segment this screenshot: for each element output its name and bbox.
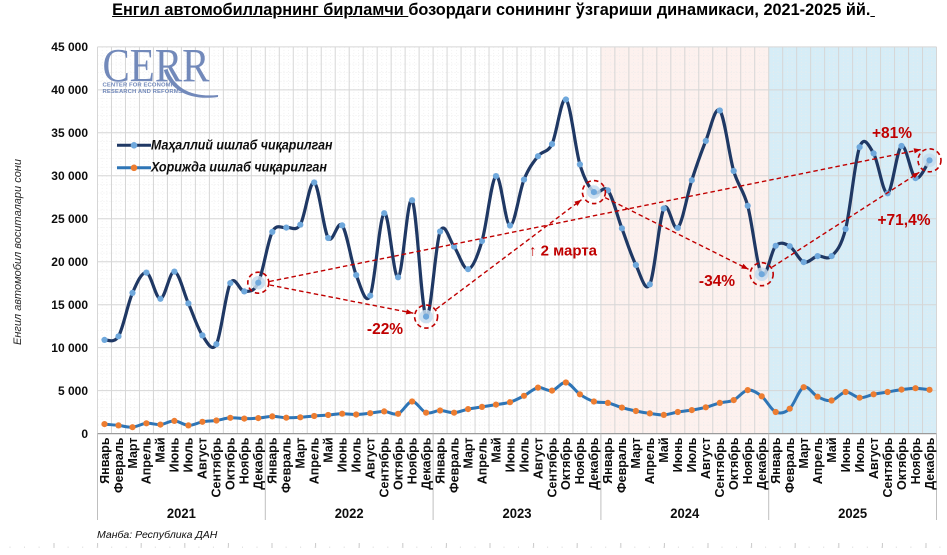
svg-text:Апрель: Апрель bbox=[475, 437, 489, 484]
svg-text:Октябрь: Октябрь bbox=[895, 437, 909, 490]
svg-text:Апрель: Апрель bbox=[643, 437, 657, 484]
svg-text:2025: 2025 bbox=[838, 505, 867, 521]
svg-text:Октябрь: Октябрь bbox=[559, 437, 573, 490]
svg-text:Март: Март bbox=[294, 438, 308, 469]
svg-text:2024: 2024 bbox=[670, 505, 699, 521]
svg-text:Июль: Июль bbox=[853, 437, 867, 472]
svg-text:Июнь: Июнь bbox=[503, 437, 517, 472]
svg-text:Июль: Июль bbox=[350, 437, 364, 472]
svg-text:Ноябрь: Ноябрь bbox=[573, 437, 587, 484]
svg-text:2022: 2022 bbox=[335, 505, 364, 521]
svg-text:5 000: 5 000 bbox=[58, 384, 88, 398]
svg-text:30 000: 30 000 bbox=[51, 169, 88, 183]
svg-text:-34%: -34% bbox=[699, 273, 735, 290]
svg-text:Сентябрь: Сентябрь bbox=[378, 437, 392, 497]
svg-text:Июнь: Июнь bbox=[336, 437, 350, 472]
svg-text:Январь: Январь bbox=[601, 437, 615, 484]
svg-text:Март: Март bbox=[797, 438, 811, 469]
svg-text:Август: Август bbox=[531, 438, 545, 480]
svg-text:CENTER FOR ECONOMIC: CENTER FOR ECONOMIC bbox=[103, 83, 178, 89]
svg-text:10 000: 10 000 bbox=[51, 341, 88, 355]
svg-text:Май: Май bbox=[825, 438, 839, 463]
svg-text:Сентябрь: Сентябрь bbox=[545, 437, 559, 497]
svg-text:Февраль: Февраль bbox=[112, 437, 126, 493]
svg-text:Июнь: Июнь bbox=[671, 437, 685, 472]
svg-text:Август: Август bbox=[867, 438, 881, 480]
svg-text:Апрель: Апрель bbox=[140, 437, 154, 484]
svg-text:Июль: Июль bbox=[685, 437, 699, 472]
svg-text:-22%: -22% bbox=[367, 321, 403, 338]
svg-text:25 000: 25 000 bbox=[51, 212, 88, 226]
svg-text:40 000: 40 000 bbox=[51, 83, 88, 97]
svg-text:Март: Март bbox=[629, 438, 643, 469]
svg-text:Маҳаллий ишлаб чиқарилган: Маҳаллий ишлаб чиқарилган bbox=[151, 137, 333, 152]
svg-text:35 000: 35 000 bbox=[51, 126, 88, 140]
svg-text:45 000: 45 000 bbox=[51, 40, 88, 54]
svg-text:+81%: +81% bbox=[872, 125, 912, 142]
svg-text:Май: Май bbox=[489, 438, 503, 463]
svg-text:20 000: 20 000 bbox=[51, 255, 88, 269]
svg-text:Ноябрь: Ноябрь bbox=[909, 437, 923, 484]
svg-text:Декабрь: Декабрь bbox=[419, 437, 433, 490]
svg-text:0: 0 bbox=[81, 427, 88, 441]
svg-text:Июнь: Июнь bbox=[168, 437, 182, 472]
svg-text:Апрель: Апрель bbox=[308, 437, 322, 484]
svg-text:Март: Март bbox=[461, 438, 475, 469]
svg-text:Май: Май bbox=[154, 438, 168, 463]
svg-text:Июнь: Июнь bbox=[839, 437, 853, 472]
svg-text:Январь: Январь bbox=[266, 437, 280, 484]
svg-text:Декабрь: Декабрь bbox=[252, 437, 266, 490]
svg-text:Январь: Январь bbox=[433, 437, 447, 484]
svg-text:Февраль: Февраль bbox=[783, 437, 797, 493]
svg-text:Сентябрь: Сентябрь bbox=[713, 437, 727, 497]
svg-text:+71,4%: +71,4% bbox=[877, 212, 930, 229]
svg-text:Февраль: Февраль bbox=[280, 437, 294, 493]
svg-text:Январь: Январь bbox=[769, 437, 783, 484]
svg-text:Июль: Июль bbox=[182, 437, 196, 472]
svg-text:Март: Март bbox=[126, 438, 140, 469]
svg-text:Октябрь: Октябрь bbox=[391, 437, 405, 490]
svg-text:Декабрь: Декабрь bbox=[587, 437, 601, 490]
svg-text:15 000: 15 000 bbox=[51, 298, 88, 312]
svg-text:Февраль: Февраль bbox=[447, 437, 461, 493]
svg-text:Манба: Республика ДАН: Манба: Республика ДАН bbox=[97, 529, 218, 541]
svg-text:Август: Август bbox=[364, 438, 378, 480]
svg-text:Октябрь: Октябрь bbox=[727, 437, 741, 490]
svg-text:Декабрь: Декабрь bbox=[923, 437, 937, 490]
svg-text:↑ 2 марта: ↑ 2 марта bbox=[529, 243, 598, 260]
svg-text:Октябрь: Октябрь bbox=[224, 437, 238, 490]
svg-text:Ноябрь: Ноябрь bbox=[238, 437, 252, 484]
svg-text:2023: 2023 bbox=[503, 505, 532, 521]
svg-text:2021: 2021 bbox=[167, 505, 196, 521]
svg-text:Июль: Июль bbox=[517, 437, 531, 472]
svg-text:Февраль: Февраль bbox=[615, 437, 629, 493]
svg-text:Апрель: Апрель bbox=[811, 437, 825, 484]
svg-text:Ноябрь: Ноябрь bbox=[741, 437, 755, 484]
svg-text:Сентябрь: Сентябрь bbox=[881, 437, 895, 497]
svg-text:Май: Май bbox=[657, 438, 671, 463]
svg-text:Ноябрь: Ноябрь bbox=[405, 437, 419, 484]
svg-text:CERR: CERR bbox=[103, 38, 210, 92]
svg-text:Хорижда ишлаб чиқарилган: Хорижда ишлаб чиқарилган bbox=[150, 160, 328, 175]
svg-text:Сентябрь: Сентябрь bbox=[210, 437, 224, 497]
svg-text:Август: Август bbox=[196, 438, 210, 480]
svg-text:RESEARCH AND REFORMS: RESEARCH AND REFORMS bbox=[103, 89, 183, 95]
svg-text:Май: Май bbox=[322, 438, 336, 463]
svg-text:Январь: Январь bbox=[98, 437, 112, 484]
svg-text:Август: Август bbox=[699, 438, 713, 480]
svg-text:Декабрь: Декабрь bbox=[755, 437, 769, 490]
